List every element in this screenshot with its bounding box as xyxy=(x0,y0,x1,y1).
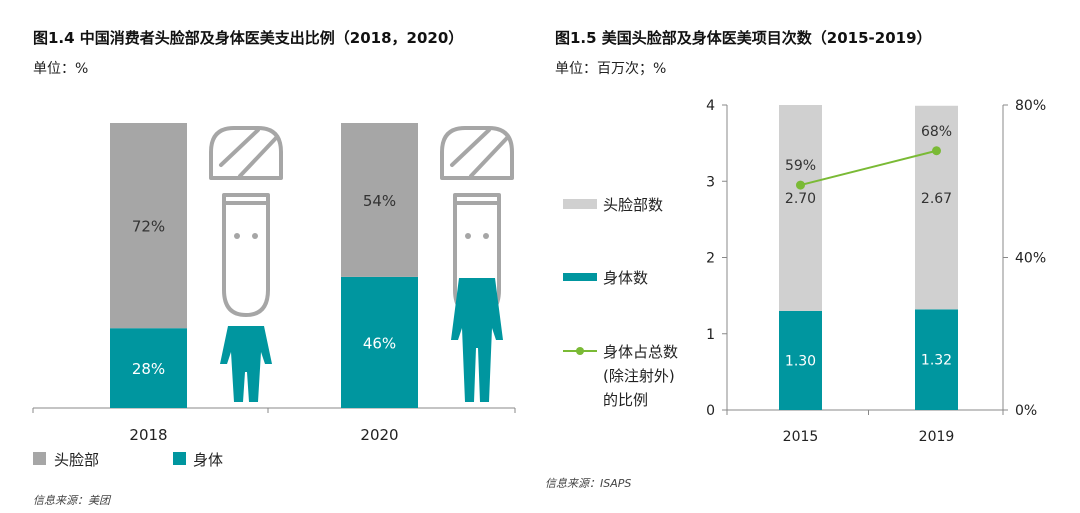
bar-body-2018 xyxy=(110,328,187,408)
legend-label-head-count: 头脸部数 xyxy=(603,196,663,214)
bar-head-2020 xyxy=(341,123,418,277)
y-tick-label-2: 2 xyxy=(706,251,715,267)
legend-label-body-count: 身体数 xyxy=(603,269,648,287)
x-tick-label-2018: 2018 xyxy=(129,426,167,444)
bar-head-2019 xyxy=(915,105,958,310)
x-tick-label-2020: 2020 xyxy=(360,426,398,444)
legend-label-ratio-line-1: (除注射外) xyxy=(603,367,675,385)
ratio-point-2015 xyxy=(796,180,805,190)
data-label-body-2018: 28% xyxy=(132,360,165,378)
y-tick-label-1: 1 xyxy=(706,327,715,343)
legend-label-head: 头脸部 xyxy=(54,451,99,469)
head-figure-icon-2018-eye-r xyxy=(252,233,258,239)
right-chart-title: 图1.5 美国头脸部及身体医美项目次数（2015-2019） xyxy=(555,29,932,47)
ratio-point-2019 xyxy=(932,146,941,156)
head-figure-icon-2020-eye-r xyxy=(483,233,489,239)
head-figure-icon-2018-eye-l xyxy=(234,233,240,239)
y2-tick-label-1: 40% xyxy=(1015,251,1046,267)
bar-body-2020 xyxy=(341,276,418,408)
body-figure-icon-2018 xyxy=(220,326,272,402)
legend-label-ratio-line-2: 的比例 xyxy=(603,391,648,409)
x-tick-label-2019: 2019 xyxy=(919,429,955,445)
data-label-head-2019: 2.67 xyxy=(921,191,952,207)
head-figure-icon-2018 xyxy=(209,126,283,317)
legend-swatch-ratio-point xyxy=(576,347,584,355)
data-label-body-2015: 1.30 xyxy=(785,353,816,369)
legend-swatch-body xyxy=(173,452,186,465)
legend-label-body: 身体 xyxy=(193,451,223,469)
y-tick-label-4: 4 xyxy=(706,98,715,114)
y-tick-label-3: 3 xyxy=(706,174,715,190)
right-chart-unit: 单位：百万次；% xyxy=(555,61,667,77)
data-label-head-2020: 54% xyxy=(363,192,396,210)
y2-tick-label-0: 0% xyxy=(1015,403,1037,419)
legend-swatch-body-count xyxy=(563,273,597,281)
data-label-body-2020: 46% xyxy=(363,334,396,352)
left-chart-unit: 单位：% xyxy=(33,61,89,77)
legend-swatch-head-count xyxy=(563,199,597,209)
legend-swatch-head xyxy=(33,452,46,465)
data-label-head-2018: 72% xyxy=(132,218,165,236)
bar-head-2015 xyxy=(779,105,822,311)
ratio-label-2019: 68% xyxy=(921,124,952,140)
ratio-line xyxy=(800,149,937,187)
left-chart-title: 图1.4 中国消费者头脸部及身体医美支出比例（2018，2020） xyxy=(33,29,464,47)
ratio-label-2015: 59% xyxy=(785,158,816,174)
legend-label-ratio-line-0: 身体占总数 xyxy=(603,343,678,361)
x-tick-label-2015: 2015 xyxy=(783,429,819,445)
y2-tick-label-2: 80% xyxy=(1015,98,1046,114)
data-label-head-2015: 2.70 xyxy=(785,191,816,207)
bar-body-2015 xyxy=(779,310,822,410)
head-figure-icon-2020-eye-l xyxy=(465,233,471,239)
left-chart-source: 信息来源：美团 xyxy=(33,494,110,507)
body-figure-icon-2020 xyxy=(451,278,503,402)
bar-head-2018 xyxy=(110,123,187,329)
bar-body-2019 xyxy=(915,309,958,410)
y-tick-label-0: 0 xyxy=(706,403,715,419)
data-label-body-2019: 1.32 xyxy=(921,353,952,369)
right-chart-source: 信息来源：ISAPS xyxy=(545,477,632,490)
